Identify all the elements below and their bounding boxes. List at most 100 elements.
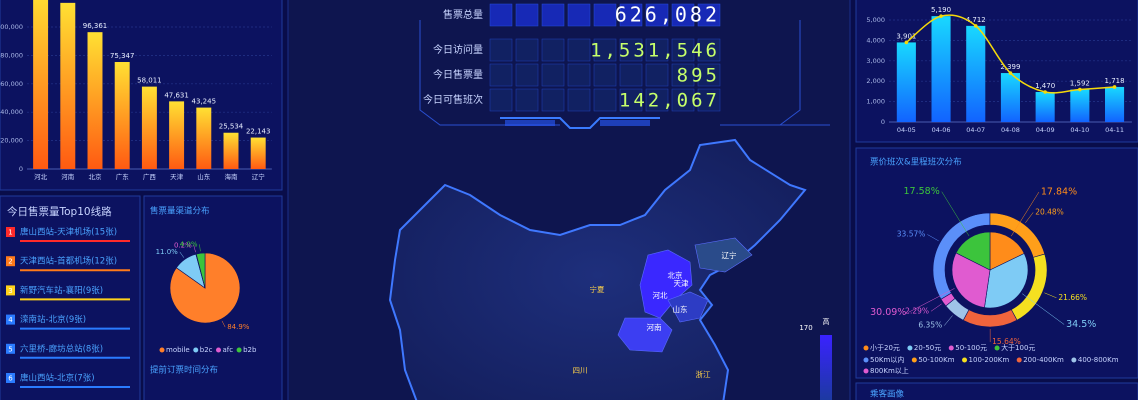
value-label: 4.0% [180, 240, 198, 248]
bar [60, 2, 76, 169]
value-label: 15.64% [992, 337, 1021, 346]
x-tick-label: 北京 [89, 172, 103, 181]
value-label: 3,901 [896, 32, 916, 40]
legend-label: 50-100元 [955, 344, 987, 352]
map-label: 河北 [653, 291, 668, 300]
label-leader [193, 245, 196, 253]
x-tick-label: 04-11 [1105, 126, 1124, 134]
digit-box [697, 3, 721, 27]
x-tick-label: 辽宁 [252, 172, 266, 181]
y-tick-label: 3,000 [866, 57, 885, 65]
bar [223, 132, 239, 169]
digit-box [515, 3, 539, 27]
digit-box [671, 88, 695, 112]
bar [1070, 89, 1090, 122]
value-label: 4,712 [966, 16, 986, 24]
line-point [1008, 71, 1013, 75]
bar [1105, 86, 1125, 122]
legend-swatch [236, 347, 242, 353]
list-title: 今日售票量Top10线路 [7, 205, 112, 218]
value-label: 84.9% [227, 323, 250, 331]
value-label: 0.2% [174, 241, 192, 249]
x-tick-label: 海南 [225, 172, 239, 181]
digit-box [671, 63, 695, 87]
digit-box [541, 38, 565, 62]
value-label: 5,190 [931, 6, 951, 14]
legend-label: 200-400Km [1023, 356, 1064, 364]
label-leader [1011, 191, 1040, 237]
digit-box [593, 3, 617, 27]
x-tick-label: 04-07 [966, 126, 985, 134]
map-label: 宁夏 [590, 284, 605, 294]
rank-badge [6, 343, 15, 354]
value-label: 25,534 [219, 123, 244, 131]
digit-box [619, 3, 643, 27]
legend-swatch [1071, 357, 1077, 363]
legend-swatch [193, 347, 199, 353]
legend-label: 50Km以内 [870, 355, 904, 364]
line-point [1078, 87, 1082, 92]
x-tick-label: 04-08 [1001, 126, 1020, 134]
bar [931, 16, 951, 122]
x-tick-label: 04-05 [897, 126, 916, 134]
digit-box [541, 88, 565, 112]
map-label: 浙江 [696, 369, 711, 379]
legend-label: 100-200Km [969, 356, 1010, 364]
counter-value: 142,067 [619, 90, 720, 112]
digit-box [671, 3, 695, 27]
legend-label: afc [223, 346, 234, 354]
route: 唐山西站-天津机场(15张) [20, 227, 117, 238]
legend-label: 800Km以上 [870, 366, 909, 375]
legend-label: 400-800Km [1078, 356, 1119, 364]
value-label: 1,592 [1070, 80, 1090, 88]
value-label: 1,470 [1035, 82, 1055, 90]
panel [855, 382, 1138, 400]
legend-swatch [962, 357, 968, 363]
digit-box [515, 88, 539, 112]
legend-swatch [159, 347, 165, 353]
pie-slice [951, 252, 991, 308]
digit-box [645, 3, 669, 27]
bar [896, 42, 916, 122]
value-label: 2.29% [905, 306, 929, 315]
label-leader [179, 251, 185, 258]
label-leader [930, 303, 942, 312]
digit-box [541, 3, 565, 27]
map-label: 河南 [647, 322, 662, 332]
label-leader [908, 288, 955, 313]
value-label: 47,631 [164, 91, 189, 99]
legend-swatch [911, 357, 917, 363]
digit-box [567, 38, 591, 62]
value-label: 11.0% [156, 248, 179, 256]
bar [33, 0, 49, 169]
value-label: 34.5% [1066, 319, 1096, 330]
frame-decoration [500, 117, 660, 129]
bar [966, 25, 986, 123]
digit-box [593, 38, 617, 62]
y-tick-label: 0 [19, 165, 23, 173]
bar [141, 86, 157, 169]
value-label: 17.84% [1041, 187, 1077, 198]
value-label: 17.58% [904, 186, 940, 197]
legend-swatch [863, 357, 869, 363]
digit-box [645, 38, 669, 62]
map-label: 四川 [573, 366, 588, 375]
rank: 3 [8, 287, 12, 295]
x-tick-label: 河北 [34, 173, 48, 181]
value-label: 43,245 [192, 98, 217, 106]
rank-badge [6, 285, 15, 296]
rank: 1 [8, 229, 12, 237]
value-label: 6.35% [918, 321, 942, 330]
counter-value: 895 [677, 65, 720, 87]
value-label: 20.48% [1035, 207, 1064, 216]
digit-box [567, 3, 591, 27]
bar [196, 107, 212, 169]
visual-map-bar [820, 335, 832, 400]
x-tick-label: 广东 [116, 172, 130, 181]
legend-label: b2b [243, 346, 257, 354]
label-leader [927, 234, 939, 242]
value-label: 21.66% [1058, 293, 1087, 302]
value-label: 22,143 [246, 128, 271, 136]
map-label: 山东 [673, 304, 688, 314]
line-point [1043, 90, 1047, 94]
